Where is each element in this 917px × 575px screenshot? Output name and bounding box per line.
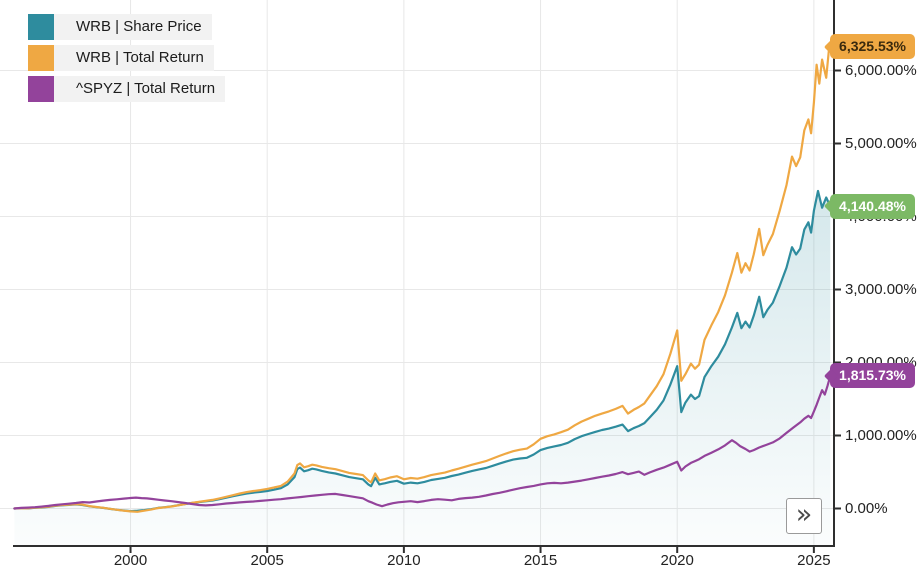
spyz-value-badge: 1,815.73%: [823, 363, 915, 389]
y-axis-tick-label: 5,000.00%: [845, 134, 917, 152]
y-axis-tick-label: 3,000.00%: [845, 280, 917, 298]
y-axis-tick-label: 0.00%: [845, 499, 888, 517]
expand-button[interactable]: »: [786, 498, 822, 534]
double-chevron-right-icon: »: [795, 498, 813, 530]
x-axis-tick-label: 2005: [250, 552, 284, 569]
legend-label: WRB | Total Return: [54, 45, 214, 71]
total-return-end-value: 6,325.53%: [839, 38, 906, 55]
x-axis-tick-label: 2015: [523, 552, 558, 569]
y-axis-tick-label: 1,000.00%: [845, 426, 917, 444]
spyz-total-return-swatch: [28, 76, 54, 102]
x-axis-tick-label: 2025: [797, 552, 831, 569]
legend: WRB | Share Price WRB | Total Return ^SP…: [28, 14, 226, 102]
legend-label: WRB | Share Price: [54, 14, 212, 40]
legend-label: ^SPYZ | Total Return: [54, 76, 226, 102]
share-price-value-badge: 4,140.48%: [823, 193, 915, 219]
legend-item-wrb-total-return[interactable]: WRB | Total Return: [28, 45, 225, 71]
x-axis-tick-label: 2010: [387, 552, 421, 569]
wrb-total-return-swatch: [28, 45, 54, 71]
wrb-share-price-swatch: [28, 14, 54, 40]
spyz-end-value: 1,815.73%: [839, 367, 906, 384]
total-return-value-badge: 6,325.53%: [823, 34, 915, 60]
x-axis-tick-label: 2020: [660, 552, 694, 569]
y-axis-tick-label: 6,000.00%: [845, 61, 917, 79]
x-axis-tick-label: 2000: [113, 552, 148, 569]
legend-item-wrb-share-price[interactable]: WRB | Share Price: [28, 14, 225, 40]
legend-item-spyz-total-return[interactable]: ^SPYZ | Total Return: [28, 76, 226, 102]
share-price-end-value: 4,140.48%: [839, 197, 906, 214]
